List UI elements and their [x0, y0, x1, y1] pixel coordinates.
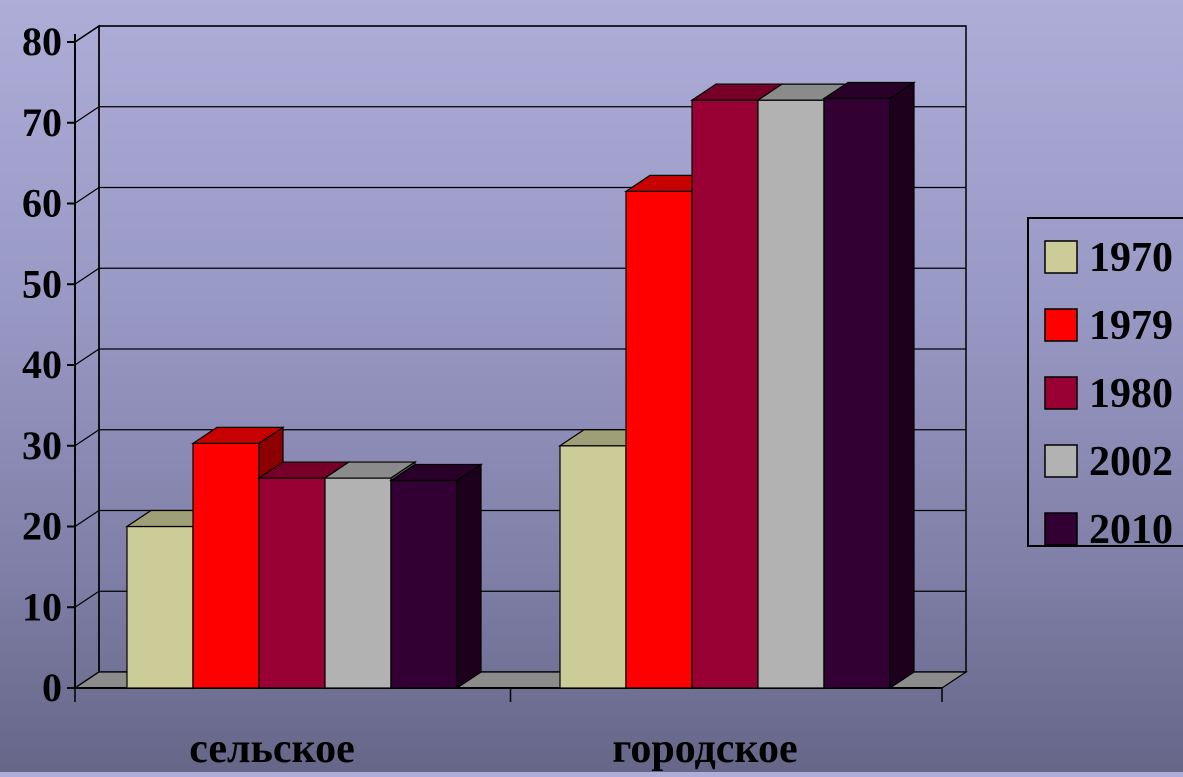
- legend-label: 2010: [1089, 507, 1173, 553]
- y-tick-label: 10: [22, 584, 62, 629]
- x-category-label: городское: [612, 726, 797, 772]
- legend-item: 1979: [1044, 303, 1173, 349]
- y-tick-label: 30: [22, 423, 62, 468]
- bar-front: [757, 99, 825, 689]
- legend-swatch: [1044, 444, 1078, 478]
- y-axis-tick-labels: 0 10 20 30 40 50 60 70 80: [22, 19, 62, 710]
- bar: [822, 81, 916, 690]
- y-tick-label: 50: [22, 261, 62, 306]
- bar: [389, 463, 483, 690]
- bar-front: [192, 442, 260, 689]
- bar-front: [258, 477, 326, 689]
- legend-label: 1970: [1089, 235, 1173, 281]
- gridline: [74, 106, 966, 124]
- bar-side: [889, 81, 915, 690]
- legend-item: 1980: [1044, 371, 1173, 417]
- gridline: [74, 25, 966, 43]
- legend-swatch: [1044, 308, 1078, 342]
- legend-swatch: [1044, 376, 1078, 410]
- bar-front: [625, 190, 693, 689]
- x-category-label: сельское: [189, 726, 355, 772]
- legend-label: 1980: [1089, 371, 1173, 417]
- legend-swatch: [1044, 512, 1078, 546]
- y-tick-label: 0: [42, 665, 62, 710]
- bar-front: [691, 99, 759, 689]
- y-tick-label: 70: [22, 100, 62, 145]
- bar-front: [559, 445, 627, 689]
- y-tick-label: 20: [22, 504, 62, 549]
- legend-swatch: [1044, 240, 1078, 274]
- y-tick-label: 80: [22, 19, 62, 64]
- bar-side: [456, 463, 482, 690]
- legend-item: 2002: [1044, 439, 1173, 485]
- bar-front: [324, 477, 392, 689]
- x-axis-category-labels: сельское городское: [189, 726, 797, 772]
- legend-item: 1970: [1044, 235, 1173, 281]
- legend-label: 2002: [1089, 439, 1173, 485]
- y-tick-label: 60: [22, 181, 62, 226]
- legend-box: [1027, 217, 1183, 547]
- bar-front: [823, 97, 891, 689]
- bars: [125, 81, 916, 690]
- legend-label: 1979: [1089, 303, 1173, 349]
- legend-item: 2010: [1044, 507, 1173, 553]
- y-tick-label: 40: [22, 342, 62, 387]
- bar-front: [390, 479, 458, 689]
- bar-front: [126, 525, 194, 689]
- legend: 1970 1979 1980 2002 2010: [1027, 217, 1183, 553]
